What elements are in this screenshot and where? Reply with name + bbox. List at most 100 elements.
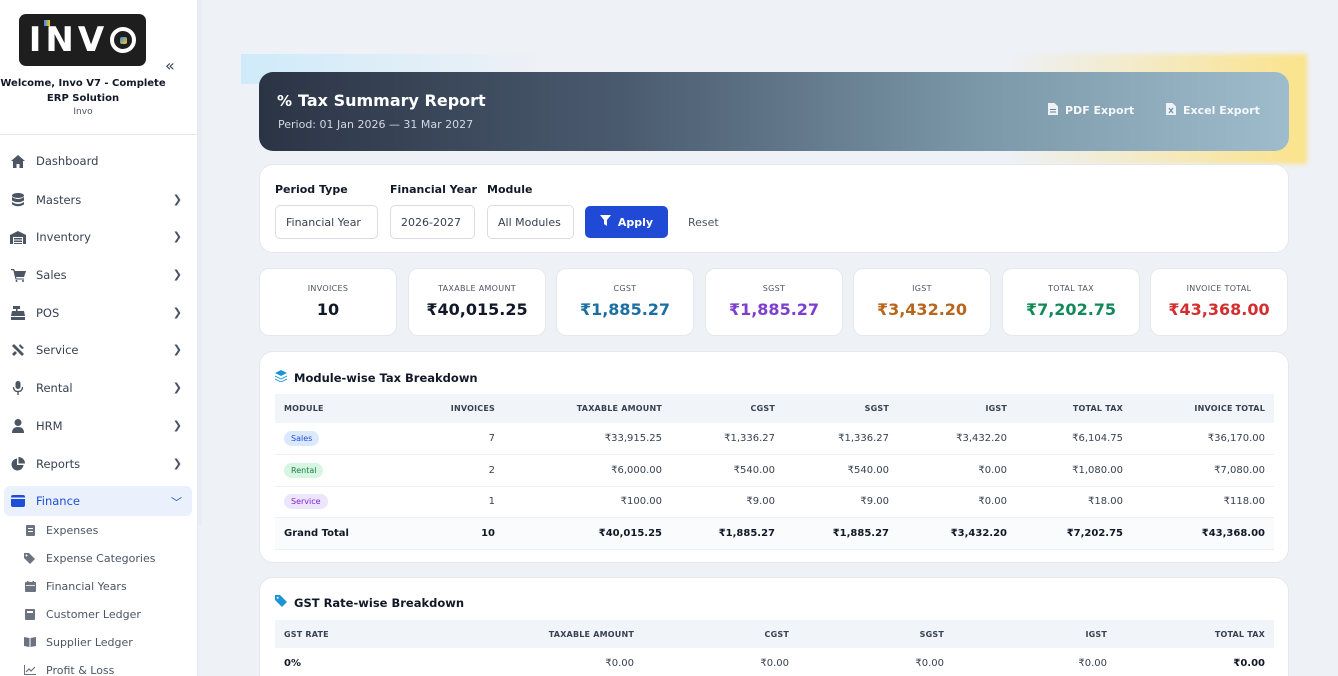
sidebar-subitem-label: Expense Categories	[46, 551, 156, 565]
period-type-select[interactable]: Financial Year	[275, 205, 378, 239]
stat-label: INVOICES	[307, 284, 349, 293]
module-badge-rental: Rental	[284, 462, 324, 478]
column-header[interactable]: IGST	[953, 620, 1116, 648]
sidebar-item-pos[interactable]: POS ❯	[4, 298, 192, 328]
table-cell: ₹1,885.27	[784, 517, 898, 550]
column-header[interactable]: SGST	[784, 394, 898, 423]
sidebar-item-masters[interactable]: Masters ❯	[4, 185, 192, 215]
chevron-right-icon: ❯	[172, 457, 182, 470]
chevron-right-icon: ❯	[172, 268, 182, 281]
warehouse-icon	[10, 229, 26, 245]
table-cell: 10	[370, 517, 504, 550]
column-header[interactable]: TOTAL TAX	[1116, 620, 1274, 648]
reset-button[interactable]: Reset	[688, 216, 719, 229]
table-cell: ₹0.00	[415, 648, 643, 676]
sidebar-divider	[0, 134, 198, 135]
file-pdf-icon	[1048, 103, 1058, 118]
apply-button[interactable]: Apply	[585, 206, 668, 238]
table-cell: ₹0.00	[643, 648, 798, 676]
page-title-text: Tax Summary Report	[298, 91, 486, 110]
sidebar-item-service[interactable]: Service ❯	[4, 335, 192, 365]
table-cell: ₹540.00	[671, 454, 784, 487]
sidebar-subitem-customer-ledger[interactable]: Customer Ledger	[24, 603, 194, 625]
column-header[interactable]: MODULE	[275, 394, 370, 423]
stat-card-invoices: INVOICES 10	[259, 268, 397, 336]
table-cell: ₹6,104.75	[1016, 423, 1132, 455]
column-header[interactable]: CGST	[671, 394, 784, 423]
column-header[interactable]: INVOICE TOTAL	[1132, 394, 1274, 423]
sidebar-item-sales[interactable]: Sales ❯	[4, 260, 192, 290]
table-cell: ₹33,915.25	[504, 423, 671, 455]
tag-icon	[275, 595, 287, 610]
report-period: Period: 01 Jan 2026 — 31 Mar 2027	[278, 118, 474, 131]
table-header-row: MODULE INVOICES TAXABLE AMOUNT CGST SGST…	[275, 394, 1274, 423]
sidebar-subitem-supplier-ledger[interactable]: Supplier Ledger	[24, 631, 194, 653]
column-header[interactable]: TAXABLE AMOUNT	[415, 620, 643, 648]
gst-breakdown-title: GST Rate-wise Breakdown	[275, 595, 464, 610]
sidebar-subitem-profit-loss[interactable]: Profit & Loss	[24, 659, 194, 676]
ledger-icon	[24, 608, 36, 620]
file-excel-icon	[1166, 103, 1176, 118]
column-header[interactable]: TAXABLE AMOUNT	[504, 394, 671, 423]
module-label: Module	[487, 183, 533, 196]
logo-accent	[44, 20, 50, 26]
chevron-right-icon: ❯	[172, 381, 182, 394]
module-badge-service: Service	[284, 494, 328, 510]
invo-logo[interactable]: INV	[19, 14, 146, 66]
sidebar-subitem-expense-categories[interactable]: Expense Categories	[24, 547, 194, 569]
column-header[interactable]: TOTAL TAX	[1016, 394, 1132, 423]
cash-register-icon	[10, 305, 26, 321]
stat-value: ₹7,202.75	[1025, 300, 1117, 319]
module-breakdown-title: Module-wise Tax Breakdown	[275, 370, 478, 385]
column-header[interactable]: SGST	[798, 620, 953, 648]
sidebar-item-rental[interactable]: Rental ❯	[4, 373, 192, 403]
table-cell: 2	[370, 454, 504, 487]
chevron-right-icon: ❯	[172, 193, 182, 206]
sidebar-item-finance[interactable]: Finance ﹀	[4, 486, 192, 516]
column-header[interactable]: INVOICES	[370, 394, 504, 423]
sidebar-subitem-financial-years[interactable]: Financial Years	[24, 575, 194, 597]
sidebar-item-label: Service	[36, 343, 79, 357]
stat-label: INVOICE TOTAL	[1186, 284, 1252, 293]
module-breakdown-title-text: Module-wise Tax Breakdown	[294, 370, 478, 385]
grand-total-row: Grand Total 10 ₹40,015.25 ₹1,885.27 ₹1,8…	[275, 517, 1274, 550]
table-cell: ₹36,170.00	[1132, 423, 1274, 455]
stat-label: TAXABLE AMOUNT	[438, 284, 516, 293]
table-header-row: GST RATE TAXABLE AMOUNT CGST SGST IGST T…	[275, 620, 1274, 648]
pdf-export-button[interactable]: PDF Export	[1048, 103, 1134, 118]
column-header[interactable]: CGST	[643, 620, 798, 648]
sidebar-subitem-expenses[interactable]: Expenses	[24, 519, 194, 541]
table-cell: ₹0.00	[798, 648, 953, 676]
excel-export-label: Excel Export	[1183, 104, 1260, 117]
sidebar-item-label: Reports	[36, 457, 81, 471]
sidebar-scrollbar[interactable]	[198, 0, 202, 525]
sidebar-item-reports[interactable]: Reports ❯	[4, 449, 192, 479]
logo-o-icon	[110, 27, 137, 53]
column-header[interactable]: GST RATE	[275, 620, 415, 648]
layers-icon	[275, 370, 287, 385]
gst-breakdown-card: GST Rate-wise Breakdown GST RATE TAXABLE…	[259, 577, 1289, 676]
module-select[interactable]: All Modules	[487, 205, 574, 239]
sidebar-item-inventory[interactable]: Inventory ❯	[4, 222, 192, 252]
database-icon	[10, 192, 26, 208]
excel-export-button[interactable]: Excel Export	[1166, 103, 1260, 118]
column-header[interactable]: IGST	[898, 394, 1016, 423]
sidebar: INV « Welcome, Invo V7 - Complete ERP So…	[0, 0, 198, 676]
module-cell: Sales	[275, 423, 370, 455]
stat-label: TOTAL TAX	[1048, 284, 1094, 293]
report-header-banner: % Tax Summary Report Period: 01 Jan 2026…	[259, 72, 1289, 151]
gst-breakdown-table: GST RATE TAXABLE AMOUNT CGST SGST IGST T…	[275, 620, 1274, 676]
stat-card-total-tax: TOTAL TAX ₹7,202.75	[1002, 268, 1140, 336]
table-cell: ₹1,336.27	[784, 423, 898, 455]
collapse-sidebar-icon[interactable]: «	[165, 56, 175, 75]
module-badge-sales: Sales	[284, 431, 320, 446]
financial-year-select[interactable]: 2026-2027	[390, 205, 475, 239]
sidebar-item-dashboard[interactable]: Dashboard	[4, 146, 192, 176]
user-tie-icon	[10, 418, 26, 434]
table-cell: ₹1,080.00	[1016, 454, 1132, 487]
filter-card: Period Type Financial Year Financial Yea…	[259, 164, 1289, 253]
logo-text: INV	[28, 20, 109, 60]
sidebar-item-hrm[interactable]: HRM ❯	[4, 411, 192, 441]
table-cell: Grand Total	[275, 517, 370, 550]
table-row: Service 1 ₹100.00 ₹9.00 ₹9.00 ₹0.00 ₹18.…	[275, 486, 1274, 518]
